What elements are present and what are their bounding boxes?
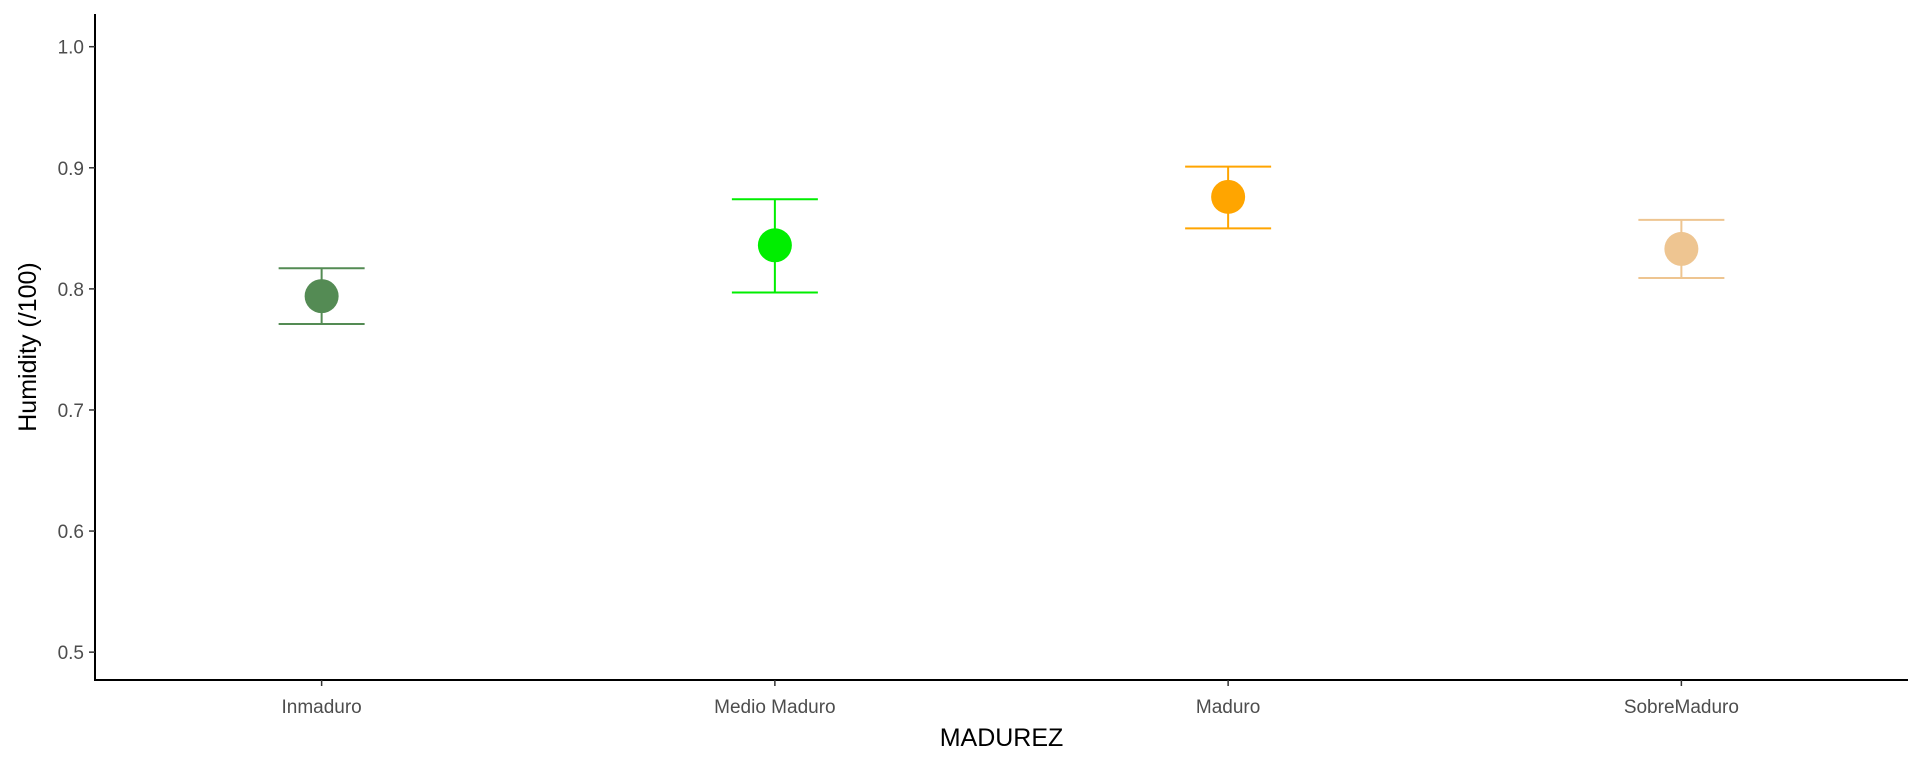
y-tick-label: 0.5	[58, 643, 84, 664]
y-tick-label: 1.0	[58, 38, 84, 59]
y-tick-label: 0.9	[58, 159, 84, 180]
y-tick-label: 0.7	[58, 401, 84, 422]
x-axis-ticks: Inmaduro Medio Maduro Maduro SobreMaduro	[281, 680, 1739, 718]
y-axis-ticks: 0.5 0.6 0.7 0.8 0.9 1.0	[58, 38, 95, 664]
x-tick-label: Inmaduro	[281, 697, 361, 718]
x-axis-title: MADUREZ	[940, 724, 1064, 752]
errorbar-group	[278, 267, 365, 325]
x-tick-label: Medio Maduro	[714, 697, 835, 718]
y-tick-label: 0.6	[58, 522, 84, 543]
errorbar-group	[1638, 218, 1725, 279]
y-axis-title: Humidity (/100)	[14, 262, 42, 432]
x-tick-label: Maduro	[1196, 697, 1260, 718]
data-point	[757, 228, 792, 263]
errorbar-group	[1185, 165, 1272, 230]
plot-area	[278, 165, 1725, 325]
x-tick-label: SobreMaduro	[1624, 697, 1739, 718]
y-tick-label: 0.8	[58, 280, 84, 301]
data-point	[1211, 179, 1246, 214]
data-point	[304, 279, 339, 314]
data-point	[1664, 231, 1699, 266]
errorbar-group	[731, 198, 818, 294]
